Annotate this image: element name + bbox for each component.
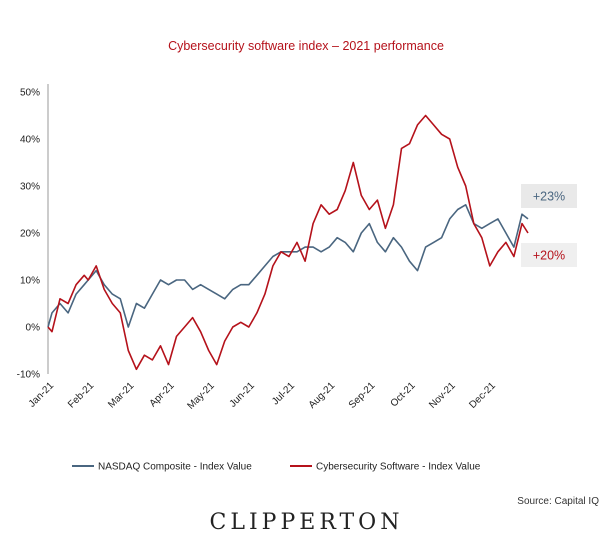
y-tick-label: 50% — [20, 88, 40, 99]
x-tick-label: Jul-21 — [270, 380, 297, 407]
brand-logo: CLIPPERTON — [209, 510, 404, 535]
end-label-box — [521, 184, 577, 208]
x-tick-label: Jan-21 — [27, 380, 57, 410]
y-tick-label: 10% — [20, 276, 40, 287]
x-tick-label: Mar-21 — [106, 380, 136, 410]
cybersecurity-end-label: +20% — [533, 249, 565, 263]
legend: NASDAQ Composite - Index Value Cybersecur… — [72, 462, 481, 473]
y-tick-label: -10% — [17, 370, 40, 381]
x-tick-label: May-21 — [185, 380, 217, 412]
y-tick-label: 30% — [20, 182, 40, 193]
x-tick-label: Dec-21 — [467, 380, 498, 411]
x-tick-label: Apr-21 — [148, 380, 177, 409]
x-tick-label: Jun-21 — [228, 380, 258, 410]
x-tick-label: Sep-21 — [347, 380, 378, 411]
source-note: Source: Capital IQ — [517, 496, 599, 507]
legend-label: Cybersecurity Software - Index Value — [316, 462, 481, 473]
x-tick-label: Aug-21 — [307, 380, 338, 411]
y-tick-label: 40% — [20, 135, 40, 146]
nasdaq-end-label: +23% — [533, 190, 565, 204]
y-tick-label: 20% — [20, 229, 40, 240]
x-tick-label: Nov-21 — [427, 380, 458, 411]
chart: Cybersecurity software index – 2021 perf… — [17, 39, 577, 473]
cybersecurity-line — [47, 114, 529, 371]
end-label-box — [521, 243, 577, 267]
series-lines — [47, 114, 529, 371]
legend-label: NASDAQ Composite - Index Value — [98, 462, 252, 473]
nasdaq-line — [47, 204, 529, 328]
x-tick-label: Feb-21 — [66, 380, 96, 410]
chart-title: Cybersecurity software index – 2021 perf… — [168, 39, 444, 53]
x-tick-label: Oct-21 — [389, 380, 418, 409]
y-tick-label: 0% — [26, 323, 41, 334]
end-labels: +23% +20% — [521, 184, 577, 267]
